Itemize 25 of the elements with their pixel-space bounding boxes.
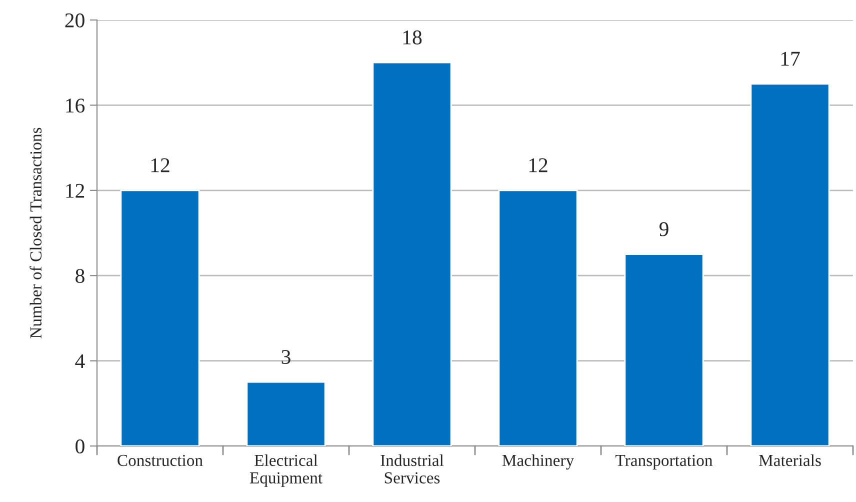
data-label: 12 <box>529 158 548 172</box>
y-tick-label: 20 <box>65 13 84 28</box>
x-tick-label: Construction <box>118 454 203 466</box>
bar <box>624 254 704 446</box>
x-tick-label: Materials <box>759 454 821 466</box>
y-tick-label: 8 <box>76 268 84 284</box>
bar <box>750 83 830 446</box>
y-tick-label: 4 <box>75 354 85 368</box>
x-tick-label: Machinery <box>502 454 574 470</box>
bar <box>372 62 452 446</box>
bar <box>246 381 326 446</box>
x-tick-label: Industrial Services <box>380 454 444 484</box>
data-label: 12 <box>151 158 170 172</box>
x-tick-label: Electrical Equipment <box>250 454 322 487</box>
x-tick-label: Transportation <box>616 454 713 470</box>
data-label: 17 <box>781 52 800 66</box>
y-tick-label: 12 <box>66 184 84 198</box>
y-axis-title: Number of Closed Transactions <box>30 128 42 338</box>
bar <box>498 190 578 446</box>
y-tick-label: 16 <box>66 98 85 113</box>
data-label: 3 <box>282 350 290 364</box>
data-label: 9 <box>659 222 668 236</box>
data-label: 18 <box>403 30 422 44</box>
y-tick-label: 0 <box>76 439 84 454</box>
bar <box>120 190 200 446</box>
